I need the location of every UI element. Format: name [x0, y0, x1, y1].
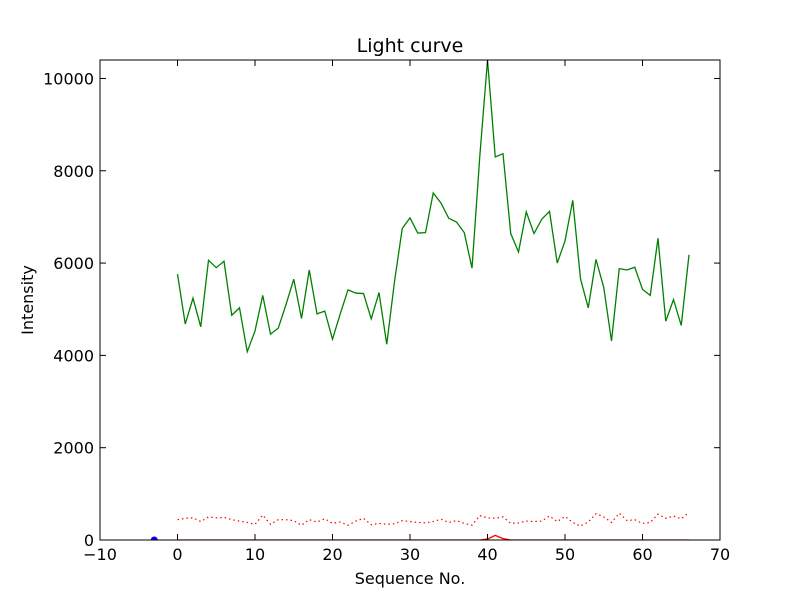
- x-tick-label: 40: [477, 545, 497, 564]
- x-tick-label: 20: [322, 545, 342, 564]
- x-tick-label: −10: [83, 545, 117, 564]
- series-line-0: [176, 59, 690, 355]
- chart-title: Light curve: [357, 35, 464, 57]
- y-tick-label: 0: [84, 531, 94, 550]
- x-tick-label: 10: [245, 545, 265, 564]
- x-tick-label: 30: [400, 545, 420, 564]
- y-tick-label: 6000: [53, 254, 94, 273]
- y-tick-label: 10000: [43, 69, 94, 88]
- series-layer: [150, 59, 690, 540]
- x-tick-label: 70: [710, 545, 730, 564]
- x-axis-label: Sequence No.: [355, 569, 466, 588]
- y-tick-label: 2000: [53, 439, 94, 458]
- data-point-marker: [150, 536, 158, 540]
- series-group: [150, 59, 690, 540]
- x-tick-label: 0: [172, 545, 182, 564]
- x-tick-label: 50: [555, 545, 575, 564]
- y-tick-label: 4000: [53, 346, 94, 365]
- series-line-1: [177, 511, 690, 527]
- series-line-2: [177, 534, 689, 540]
- x-tick-label: 60: [632, 545, 652, 564]
- y-axis-label: Intensity: [18, 265, 37, 335]
- y-tick-label: 8000: [53, 162, 94, 181]
